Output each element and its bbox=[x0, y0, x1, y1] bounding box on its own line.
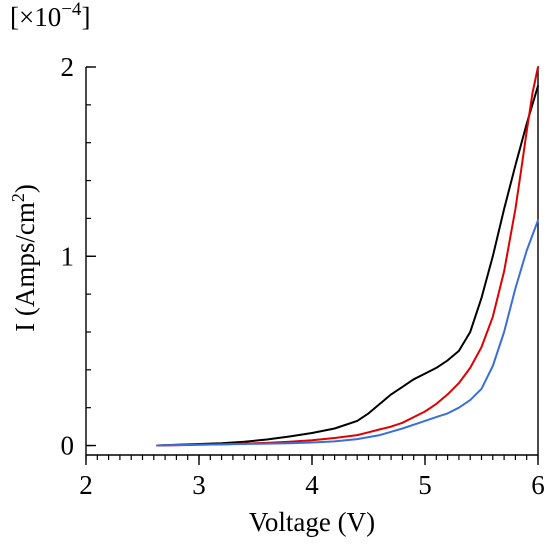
x-tick-label: 6 bbox=[531, 470, 545, 500]
series-group bbox=[156, 66, 539, 447]
x-tick-label: 3 bbox=[192, 470, 206, 500]
y-tick-label: 0 bbox=[61, 431, 75, 461]
axes: 2 3 4 5 6 0 1 2 bbox=[61, 52, 545, 500]
y-tick-label: 1 bbox=[61, 241, 75, 271]
y-multiplier-label: [×10−4] bbox=[10, 0, 90, 32]
y-tick-label: 2 bbox=[61, 52, 75, 82]
x-tick-label: 5 bbox=[418, 470, 432, 500]
series-line-1 bbox=[156, 84, 539, 447]
series-line-3 bbox=[156, 219, 539, 447]
labels: [×10−4] Voltage (V) I (Amps/cm2) bbox=[8, 0, 375, 537]
x-tick-label: 2 bbox=[79, 470, 93, 500]
x-axis-label: Voltage (V) bbox=[249, 507, 375, 537]
y-axis-label: I (Amps/cm2) bbox=[8, 184, 40, 332]
x-tick-label: 4 bbox=[305, 470, 319, 500]
